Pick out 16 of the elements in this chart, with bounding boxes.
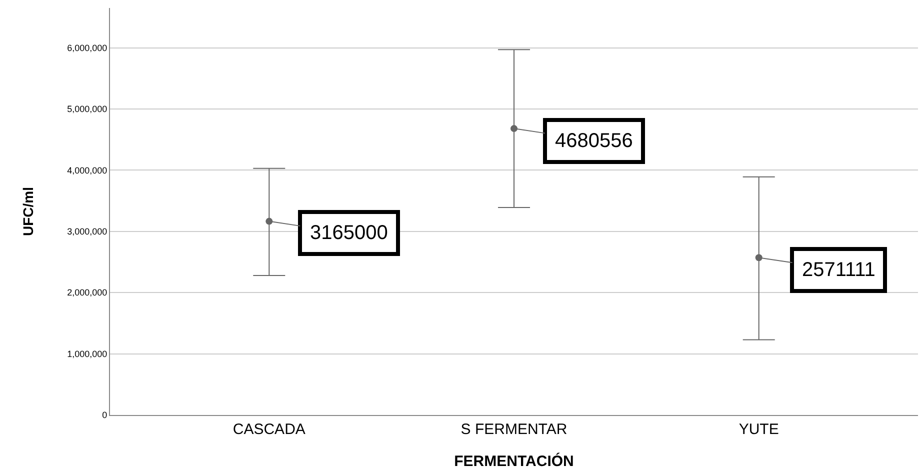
y-tick-label: 6,000,000 xyxy=(67,42,108,53)
y-tick-label: 1,000,000 xyxy=(67,348,108,359)
y-axis-title: UFC/ml xyxy=(20,187,36,236)
data-label: 4680556 xyxy=(555,130,633,152)
y-tick-label: 2,000,000 xyxy=(67,288,108,298)
x-tick-label: YUTE xyxy=(738,421,779,438)
data-label: 2571111 xyxy=(802,259,876,281)
point xyxy=(510,125,518,132)
x-tick-label: S FERMENTAR xyxy=(460,421,568,438)
y-tick-label: 0 xyxy=(102,410,108,420)
y-tick-label: 5,000,000 xyxy=(67,104,108,114)
x-axis-title: FERMENTACIÓN xyxy=(454,452,574,470)
y-tick-label: 3,000,000 xyxy=(67,226,108,237)
y-tick-label: 4,000,000 xyxy=(67,165,108,176)
x-tick-label: CASCADA xyxy=(232,421,306,438)
data-label: 3165000 xyxy=(310,222,388,244)
